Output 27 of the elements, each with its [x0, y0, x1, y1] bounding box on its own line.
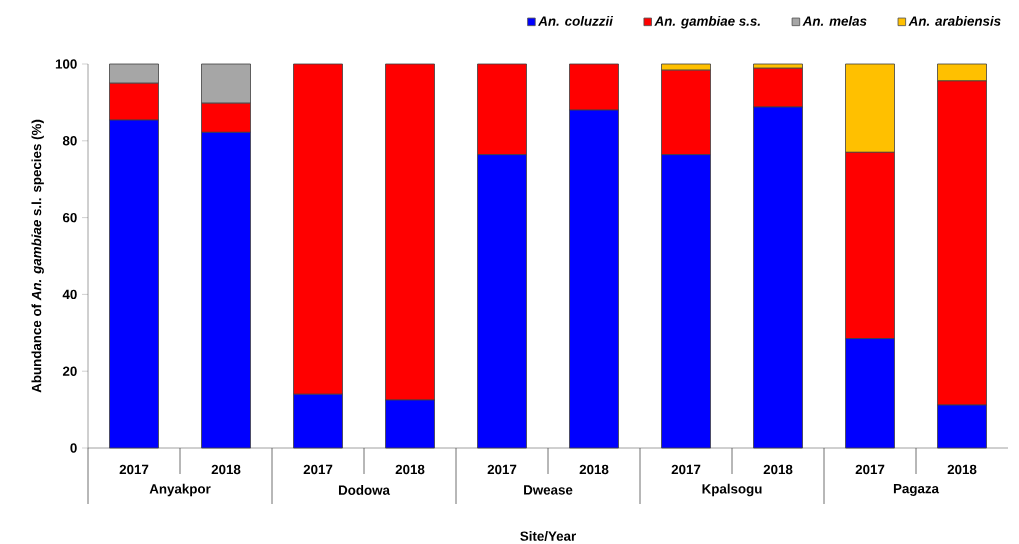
text: Dodowa	[338, 485, 391, 495]
y-tick-label: 60	[62, 212, 77, 223]
x-tick-label: 2018	[211, 464, 241, 475]
y-tick-label: 80	[62, 136, 77, 146]
legend-label: An. gambiae s.s.	[654, 16, 760, 29]
y-tick-label: 0	[70, 443, 77, 453]
y-tick-label: 20	[62, 366, 77, 376]
x-tick-label: 2017	[487, 464, 517, 475]
x-tick-label: 2017	[671, 464, 701, 475]
legend-label: An. arabiensis	[908, 16, 1001, 26]
y-axis-title: Abundance of An. gambiae s.l. species (%)	[31, 119, 44, 393]
y-tick-label: 40	[62, 289, 77, 300]
x-tick-label: 2018	[947, 464, 977, 475]
text: Anyakpor	[149, 483, 211, 497]
x-tick-label: 2018	[395, 464, 425, 475]
x-tick-label: 2017	[303, 464, 333, 475]
x-axis-title: Site/Year	[520, 531, 576, 541]
text: Kpalsogu	[702, 483, 762, 497]
text: Dwease	[524, 485, 573, 495]
x-tick-label: 2017	[855, 464, 885, 475]
y-tick-label: 100	[55, 59, 77, 69]
legend-label: An. coluzzii	[538, 16, 614, 26]
x-tick-label: 2018	[763, 464, 793, 475]
text: Pagaza	[893, 484, 940, 496]
x-tick-label: 2018	[579, 464, 609, 475]
legend-label: An. melas	[802, 16, 867, 26]
x-tick-label: 2017	[119, 464, 149, 475]
